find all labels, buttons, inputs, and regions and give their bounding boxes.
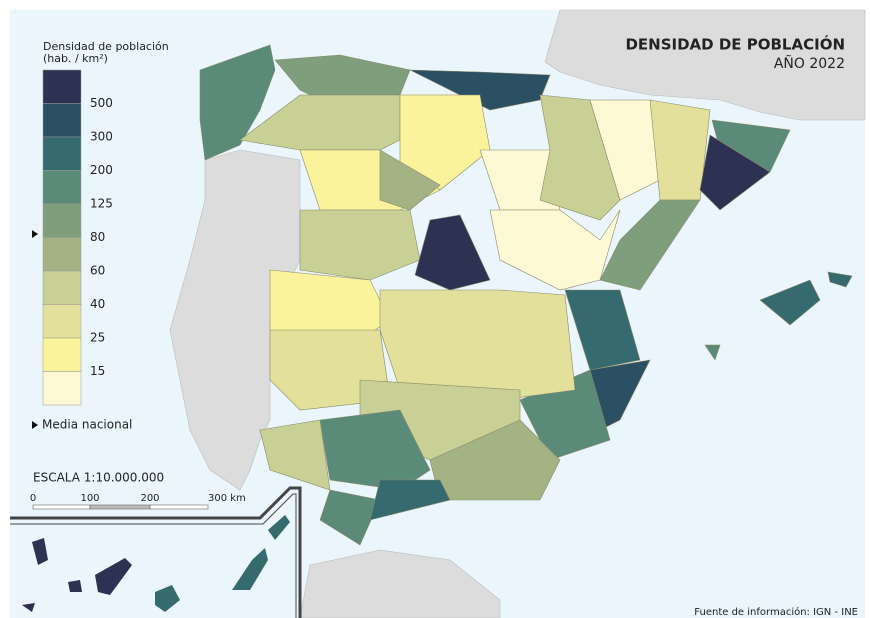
legend-label: 500 [90,96,113,110]
island [759,279,821,326]
province [319,489,381,546]
inset-frame [10,486,302,618]
legend-label: 300 [90,130,113,144]
island [32,538,48,565]
island [22,603,35,612]
france [544,9,866,121]
island [232,548,268,590]
legend-unit: (hab. / km²) [43,52,108,65]
scale-tick-label: 300 km [208,493,246,504]
legend-swatch [42,270,82,305]
mean-marker [32,230,38,238]
scale-tick-label: 0 [30,493,36,504]
island [155,585,180,612]
scale-segment [89,504,151,510]
legend-label: 15 [90,364,105,378]
legend-swatch [42,69,82,104]
scale-tick-label: 200 [140,493,159,504]
province [489,209,621,291]
legend: 500 300 200 125 80 60 40 25 15 [42,69,113,406]
source: Fuente de información: IGN - INE [694,606,858,618]
legend-label: 125 [90,197,113,211]
scale-ticks: 0 100 200 300 km [30,493,246,504]
legend-swatch [42,170,82,205]
province [564,289,641,371]
province [699,134,771,211]
island [68,580,82,592]
neighbours [169,9,866,618]
legend-swatch [42,337,82,372]
legend-swatch [42,136,82,171]
legend-label: 60 [90,264,105,278]
provinces [199,44,853,546]
scale-segment [149,504,209,510]
legend-label: 200 [90,163,113,177]
canary-inset [10,486,302,618]
legend-swatch [42,237,82,272]
island [268,515,290,540]
inset-frame [10,493,297,618]
province [299,209,421,281]
legend-swatch [42,371,82,406]
africa [299,549,501,618]
mean-label: Media nacional [42,418,132,432]
province [379,289,576,401]
scale-title: ESCALA 1:10.000.000 [33,471,164,485]
legend-swatch [42,203,82,238]
legend-label: 80 [90,230,105,244]
scale-segment [32,504,91,510]
island [827,271,853,288]
map-subtitle: AÑO 2022 [774,55,845,72]
scale-bar [32,504,209,510]
legend-swatch [42,304,82,339]
map-title: DENSIDAD DE POBLACIÓN [625,35,845,54]
legend-swatch [42,103,82,138]
legend-title: Densidad de población [43,40,169,53]
scale-tick-label: 100 [80,493,99,504]
legend-label: 25 [90,331,105,345]
province [369,479,451,521]
mean-marker [32,421,38,429]
province [199,44,276,161]
province [599,199,701,291]
island [704,344,721,361]
legend-label: 40 [90,297,105,311]
province [414,214,491,291]
island [95,558,132,595]
